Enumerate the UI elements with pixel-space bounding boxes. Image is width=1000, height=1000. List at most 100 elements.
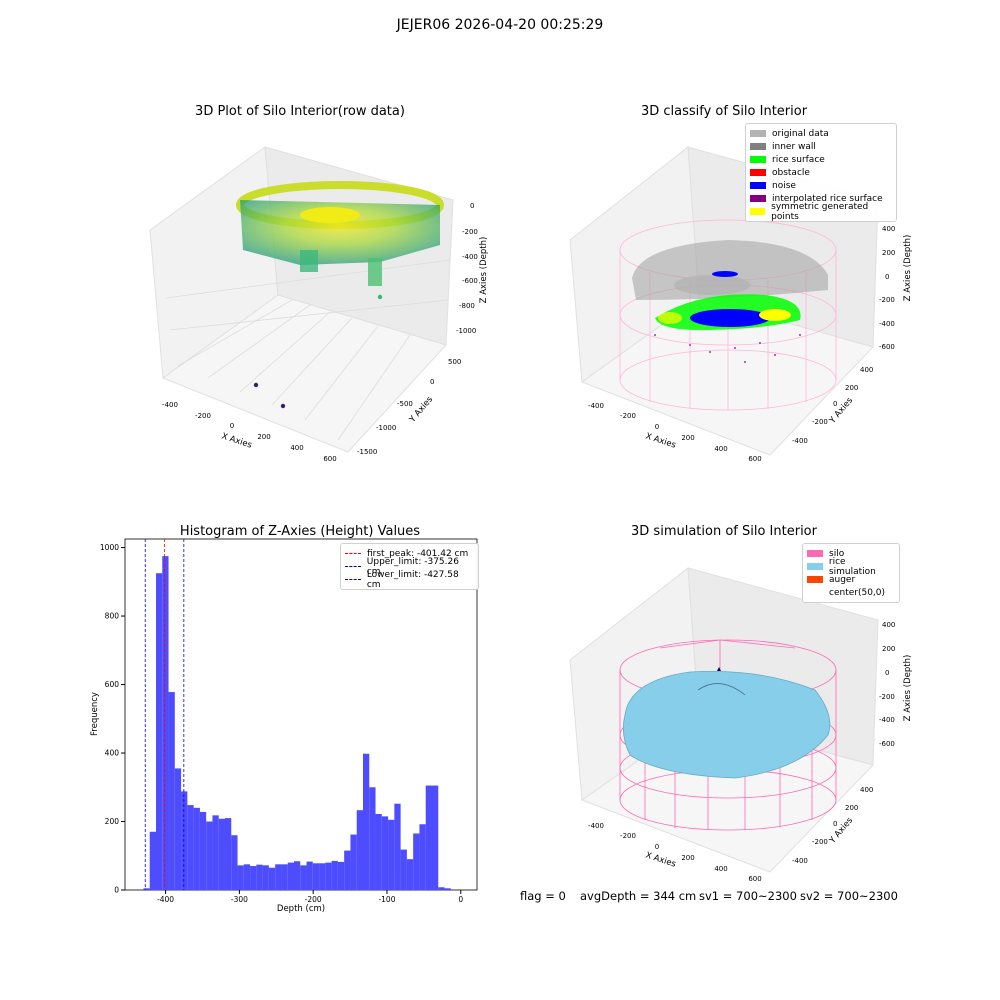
raw-outlier-2 <box>253 382 259 388</box>
legend-classify: original data inner wall rice surface ob… <box>745 123 897 222</box>
histogram-bar <box>319 863 326 890</box>
y-axis-label-classify: Y Axies <box>827 395 855 426</box>
raw-wall-points <box>240 200 440 265</box>
histogram-bar <box>325 862 332 890</box>
legend-label: Upper_limit: -375.26 cm <box>366 556 459 577</box>
y-tick-label: 200 <box>105 817 120 826</box>
tick-y-sim-0: 400 <box>860 786 873 794</box>
legend-item-center: center(50,0) <box>807 586 895 599</box>
legend-simulation: silo rice simulation auger center(50,0) <box>802 543 900 603</box>
legend-label: silo <box>829 548 845 559</box>
tick-x-raw-0: -400 <box>162 401 178 409</box>
histogram-bar <box>306 861 313 890</box>
tick-z-sim-2: 0 <box>885 669 889 677</box>
z-tick-labels-classify: 400 200 0 -200 -400 -600 <box>879 225 895 351</box>
legend-item-first-peak: first_peak: -401.42 cm <box>345 547 474 560</box>
raw-point-cloud <box>236 181 444 409</box>
legend-label: center(50,0) <box>829 587 886 598</box>
histogram-bar <box>275 864 282 890</box>
y-axis-label-raw: Y Axies <box>407 394 435 425</box>
histogram-bar <box>168 692 175 890</box>
figure-suptitle: JEJER06 2026-04-20 00:25:29 <box>396 17 604 33</box>
legend-label: interpolated rice surface <box>772 193 883 204</box>
tick-x-raw-3: 200 <box>257 433 270 441</box>
histogram-bar <box>350 834 357 890</box>
x-tick-label: -100 <box>378 895 395 904</box>
grid-lines <box>165 259 451 441</box>
histogram-bar <box>268 867 276 890</box>
panel-simulation-3d: -400 -200 0 200 400 600 400 200 0 -200 -… <box>569 567 913 883</box>
legend-line <box>345 553 361 554</box>
legend-item-upper-limit: Upper_limit: -375.26 cm <box>345 557 474 577</box>
histogram-bar <box>143 888 150 890</box>
tick-z-classify-3: -200 <box>879 296 895 304</box>
panel-raw-3d: -400 -200 0 200 400 600 500 0 -500 -1000… <box>149 146 489 463</box>
interpolated-rice-surface-points <box>654 334 801 363</box>
legend-swatch <box>807 589 823 596</box>
histogram-bar <box>149 831 156 890</box>
histogram-bar <box>369 787 376 890</box>
histogram-x-axis-label: Depth (cm) <box>277 904 325 914</box>
tick-x-classify-2: 0 <box>655 423 659 431</box>
original-data-points <box>674 275 750 295</box>
symmetric-generated-points <box>759 309 791 321</box>
panel-classify-3d: -400 -200 0 200 400 600 400 200 0 -200 -… <box>569 146 913 463</box>
tick-z-sim-1: 200 <box>882 645 895 653</box>
histogram-bar <box>431 785 439 890</box>
histogram-bar <box>400 849 407 890</box>
tick-z-classify-2: 0 <box>885 273 889 281</box>
legend-label: obstacle <box>772 167 810 178</box>
legend-item-rice-simulation: rice simulation <box>807 557 895 577</box>
histogram-bar <box>199 811 207 890</box>
tick-x-sim-5: 600 <box>748 875 761 883</box>
legend-item-obstacle: obstacle <box>750 166 892 179</box>
tick-z-raw-5: -1000 <box>456 327 476 335</box>
histogram-bar <box>425 785 432 890</box>
tick-y-sim-3: -200 <box>812 838 828 846</box>
tick-z-sim-3: -200 <box>879 693 895 701</box>
legend-item-auger: auger <box>807 573 895 586</box>
legend-item-inner-wall: inner wall <box>750 140 892 153</box>
legend-line <box>345 579 361 580</box>
y-tick-labels-classify: 400 200 0 -200 -400 <box>792 366 873 445</box>
histogram-bar <box>375 813 382 890</box>
legend-swatch <box>807 563 823 570</box>
histogram-bar <box>224 818 232 890</box>
tick-y-raw-3: -1000 <box>376 424 396 432</box>
legend-item-noise: noise <box>750 179 892 192</box>
noise-cluster-top <box>712 271 738 277</box>
footer-sv1: sv1 = 700~2300 <box>699 889 797 903</box>
histogram-bar <box>413 833 420 890</box>
histogram-bar <box>155 573 163 890</box>
tick-y-raw-2: -500 <box>397 400 413 408</box>
footer-avg-depth: avgDepth = 344 cm <box>580 889 697 903</box>
tick-z-raw-1: -200 <box>462 228 478 236</box>
z-axis-label-simulation: Z Axies (Depth) <box>903 655 913 722</box>
legend-swatch <box>750 143 766 150</box>
tick-z-classify-5: -600 <box>879 343 895 351</box>
title-raw-3d: 3D Plot of Silo Interior(row data) <box>195 104 405 119</box>
legend-swatch <box>750 195 766 202</box>
y-tick-label: 0 <box>114 886 119 895</box>
histogram-bar <box>218 818 225 890</box>
title-simulation-3d: 3D simulation of Silo Interior <box>631 524 817 539</box>
footer-flag: flag = 0 <box>520 889 566 903</box>
histogram-bar <box>281 864 288 890</box>
legend-swatch <box>750 156 766 163</box>
tick-z-raw-0: 0 <box>470 202 474 210</box>
legend-label: auger <box>829 574 856 585</box>
legend-item-lower-limit: Lower_limit: -427.58 cm <box>345 570 474 590</box>
y-tick-label: 600 <box>105 680 120 689</box>
x-tick-label: -300 <box>231 895 248 904</box>
tick-z-raw-4: -800 <box>459 302 475 310</box>
legend-item-rice-surface: rice surface <box>750 153 892 166</box>
tick-x-classify-5: 600 <box>748 455 761 463</box>
histogram-bar <box>419 824 426 890</box>
tick-z-classify-0: 400 <box>882 225 895 233</box>
histogram-bar <box>344 850 351 890</box>
raw-surface-yellow <box>300 207 360 223</box>
tick-z-classify-4: -400 <box>879 320 895 328</box>
histogram-bars <box>143 556 451 890</box>
x-tick-labels-simulation: -400 -200 0 200 400 600 <box>588 822 762 883</box>
